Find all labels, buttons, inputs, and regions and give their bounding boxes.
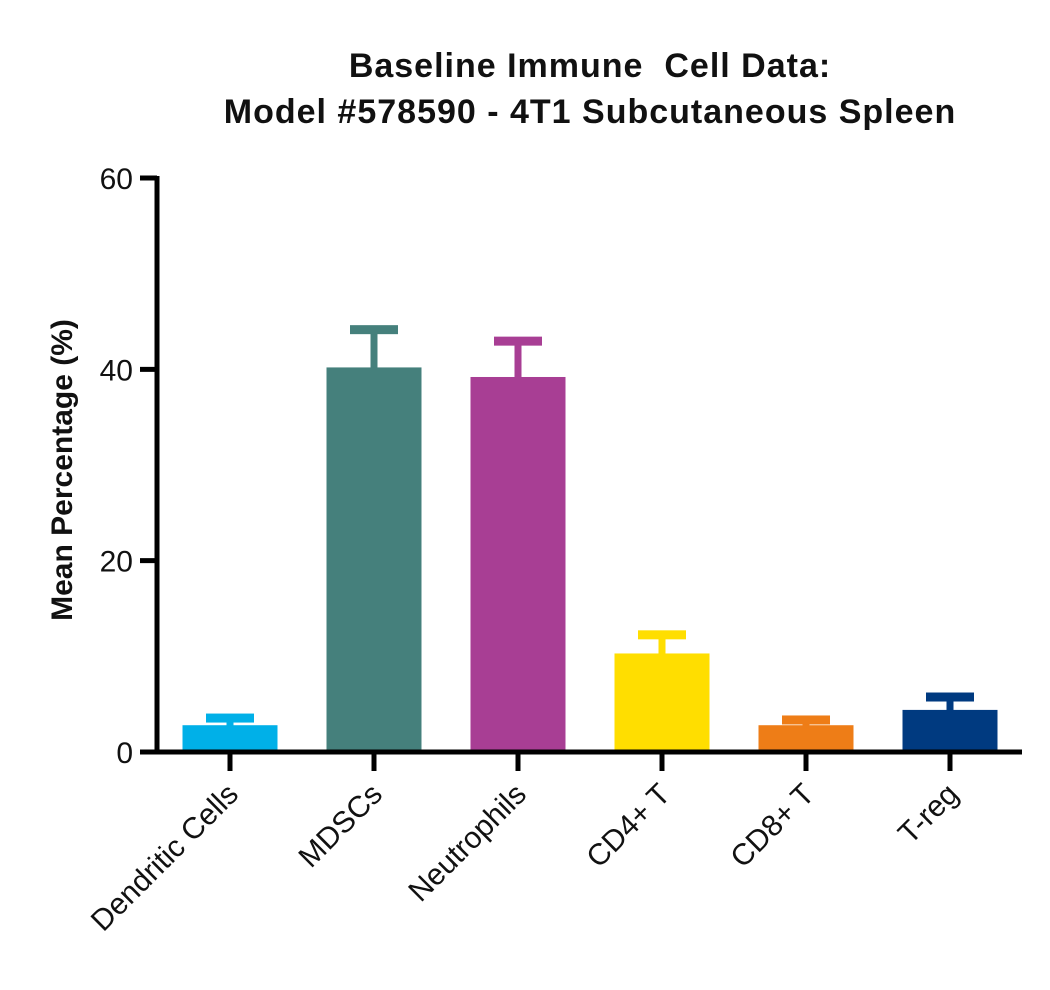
error-bar-stem <box>370 329 378 370</box>
error-bar-cap <box>350 325 398 335</box>
y-tick-label: 20 <box>100 546 133 579</box>
x-tick-label: Neutrophils <box>402 778 533 909</box>
x-tick-label: MDSCs <box>293 778 389 874</box>
chart-title-line-1: Baseline Immune Cell Data: <box>349 47 831 85</box>
error-bar-cap <box>206 713 254 723</box>
error-bar-cap <box>638 630 686 640</box>
error-bar-cap <box>494 336 542 346</box>
y-tick-label: 60 <box>100 163 133 196</box>
bar <box>614 653 710 752</box>
plot-area: 0 20 40 60 Dendritic Cells MDSCs Neutrophils CD… <box>85 163 1022 938</box>
error-bar-stem <box>514 340 522 379</box>
x-tick-label: CD8+ T <box>724 778 821 875</box>
bar <box>758 725 854 752</box>
bar <box>182 725 278 752</box>
y-axis-label: Mean Percentage (%) <box>46 319 79 621</box>
y-tick-label: 0 <box>116 737 133 770</box>
bar <box>470 376 566 752</box>
y-tick-label: 40 <box>100 354 133 387</box>
error-bar-cap <box>926 692 974 702</box>
bar <box>326 367 422 752</box>
bar <box>902 709 998 752</box>
x-tick-label: Dendritic Cells <box>85 778 245 938</box>
error-bar-stem <box>946 696 954 712</box>
error-bar-stem <box>658 634 666 656</box>
chart-title-line-2: Model #578590 - 4T1 Subcutaneous Spleen <box>224 93 956 131</box>
x-tick-label: T-reg <box>892 778 965 851</box>
error-bar-cap <box>782 715 830 725</box>
x-tick-label: CD4+ T <box>580 778 677 875</box>
